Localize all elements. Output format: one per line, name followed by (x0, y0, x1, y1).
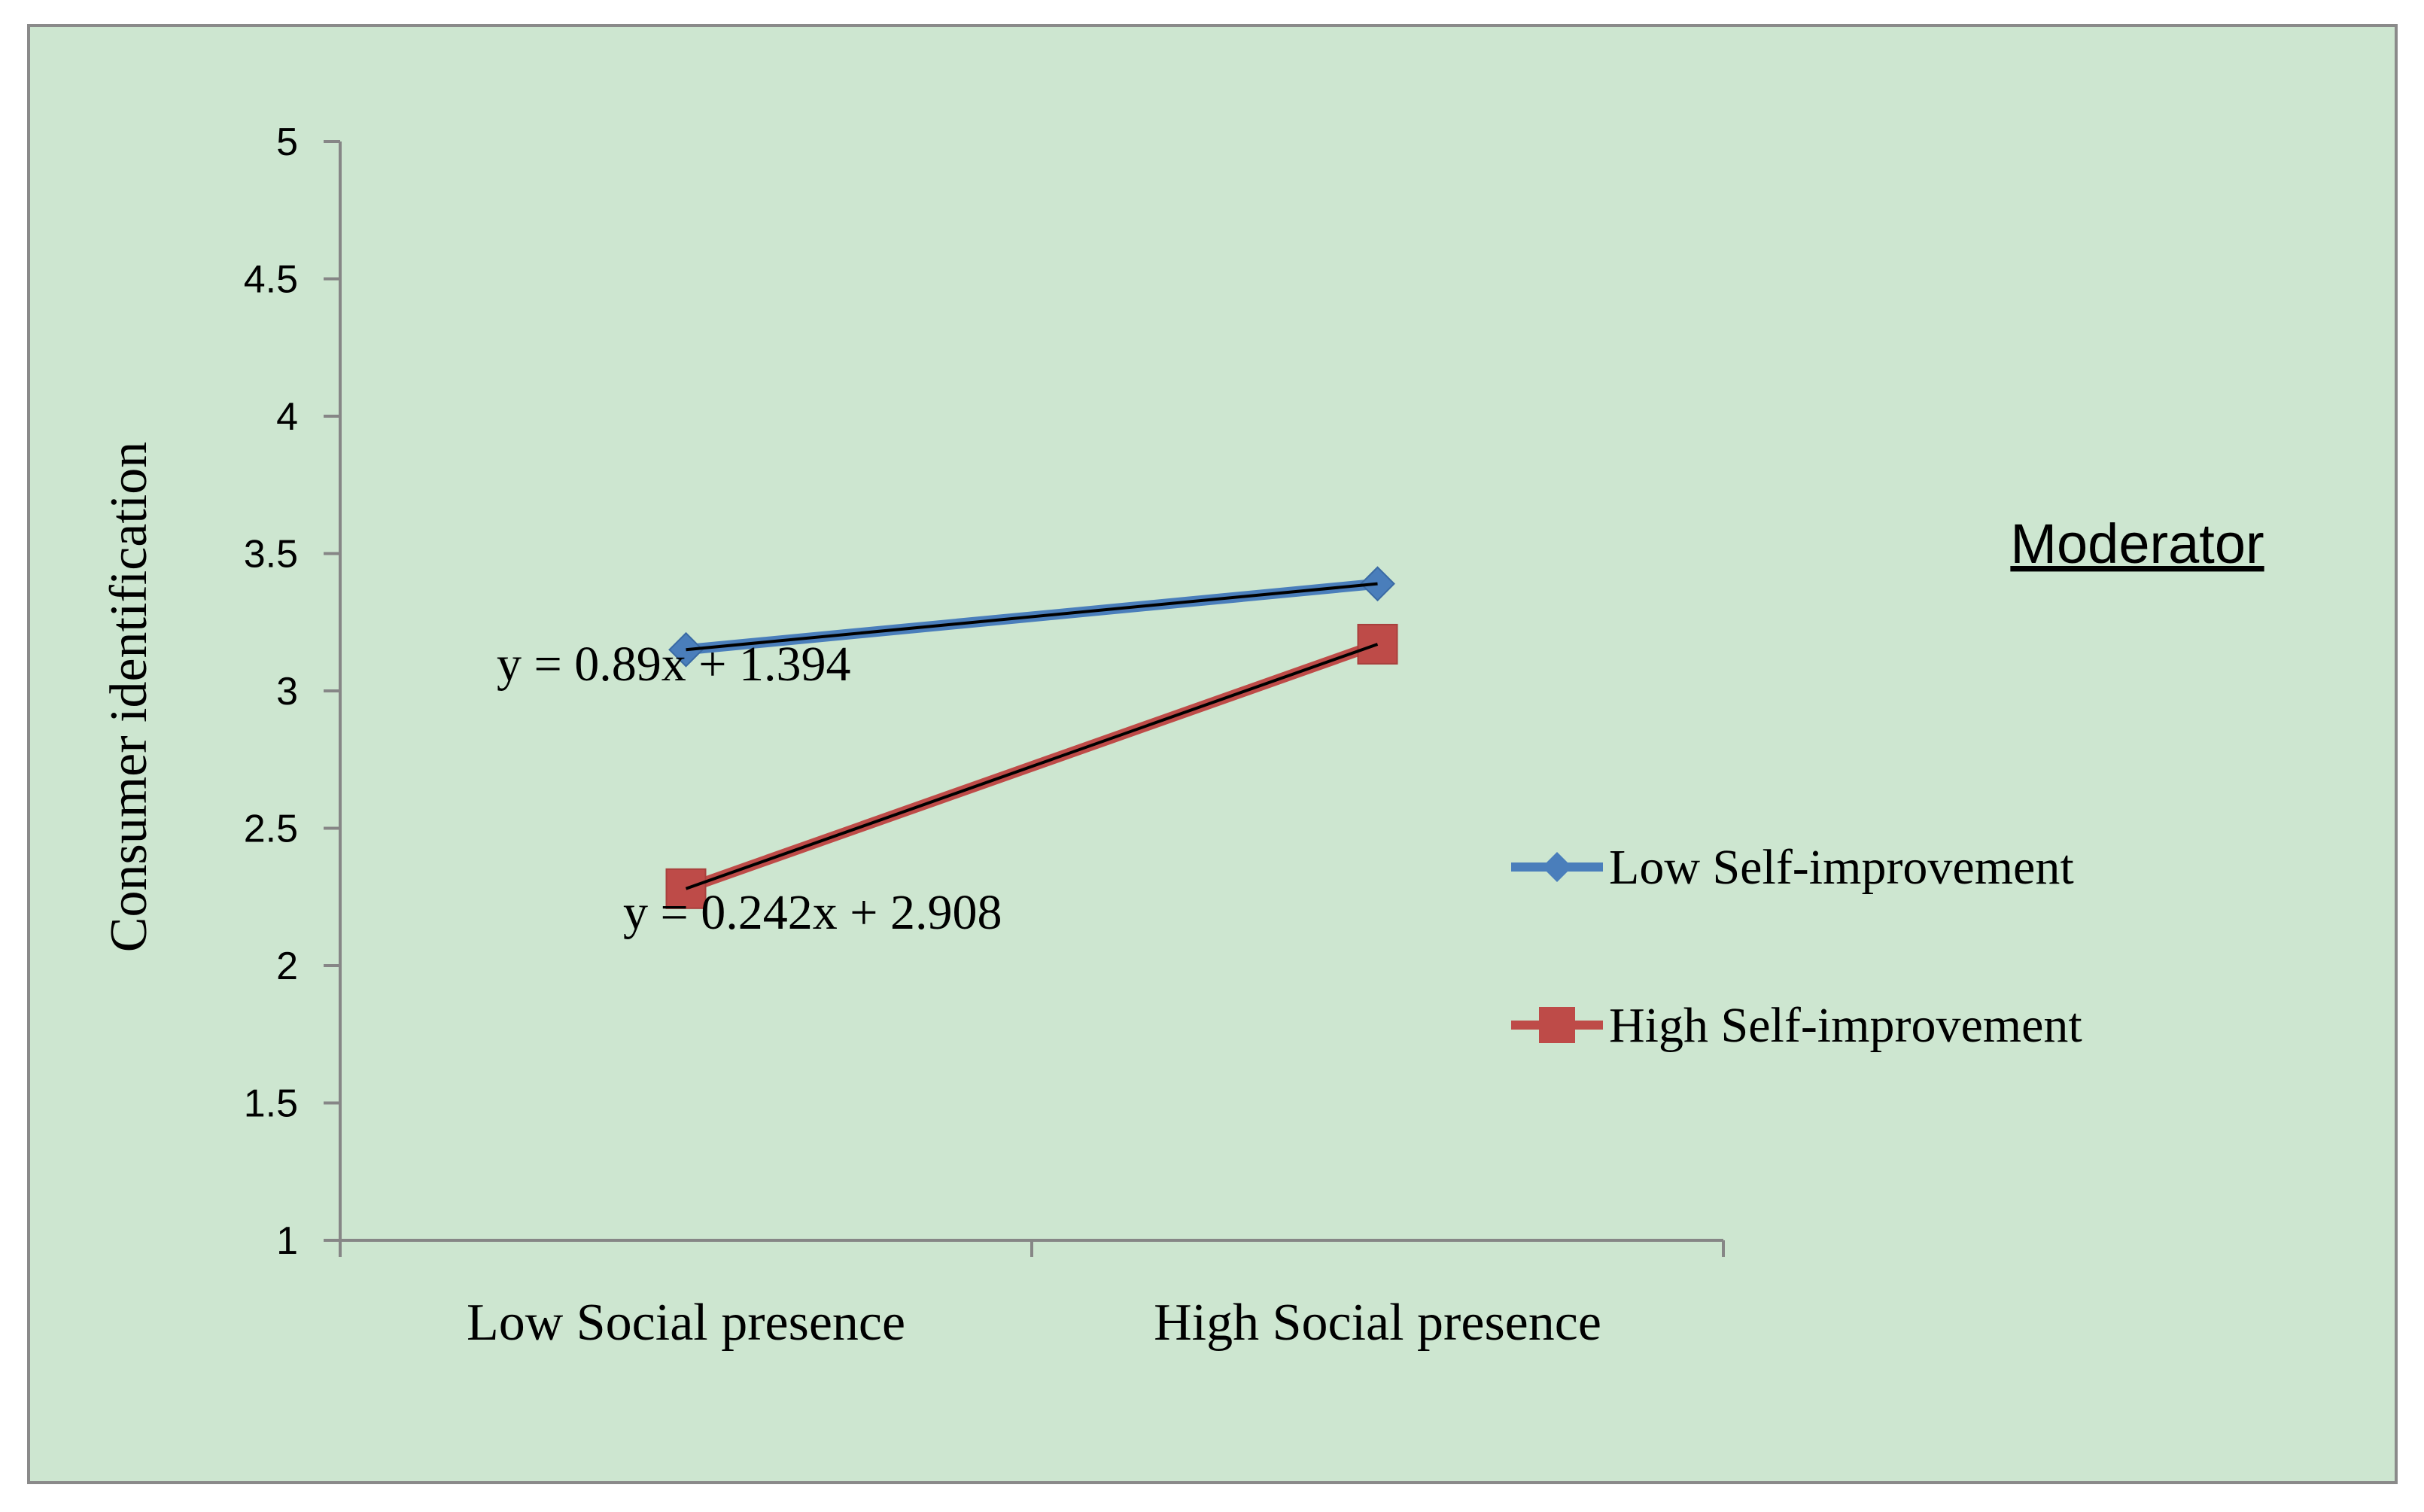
y-tick-label: 3.5 (244, 533, 298, 577)
legend-title: Moderator (2010, 513, 2264, 575)
y-tick-label: 1 (276, 1219, 298, 1263)
legend-marker-square (1539, 1007, 1575, 1043)
chart-area: 1 1.5 2 2.5 3 3.5 4 4.5 5 Low Social presence High… (27, 24, 2398, 1484)
axes (324, 140, 1725, 1257)
legend-label: High Self-improvement (1609, 998, 2082, 1053)
trendline (685, 643, 1379, 890)
y-tick-label: 4 (276, 395, 298, 439)
trendline-equation: y = 0.89x + 1.394 (497, 637, 850, 692)
trendline-equation: y = 0.242x + 2.908 (623, 885, 1002, 940)
y-tick-label: 5 (276, 120, 298, 164)
x-tick-label: High Social presence (1154, 1294, 1601, 1352)
trendline (686, 582, 1378, 652)
y-tick-label: 1.5 (244, 1082, 298, 1126)
y-tick-label: 4.5 (244, 258, 298, 302)
y-tick-label: 2 (276, 945, 298, 988)
legend-label: Low Self-improvement (1609, 840, 2074, 895)
y-tick-label: 3 (276, 670, 298, 713)
labels-layer: 1 1.5 2 2.5 3 3.5 4 4.5 5 Low Social presence High… (244, 120, 1601, 1352)
chart-svg: 1 1.5 2 2.5 3 3.5 4 4.5 5 Low Social presence High… (100, 120, 2264, 1352)
y-tick-label: 2.5 (244, 808, 298, 851)
series-layer (665, 566, 1398, 909)
legend: Moderator Low Self-improvement High Self-… (1511, 513, 2264, 1053)
x-tick-label: Low Social presence (467, 1294, 905, 1352)
legend-marker-diamond (1542, 852, 1572, 882)
y-axis-title: Consumer identification (100, 442, 158, 952)
